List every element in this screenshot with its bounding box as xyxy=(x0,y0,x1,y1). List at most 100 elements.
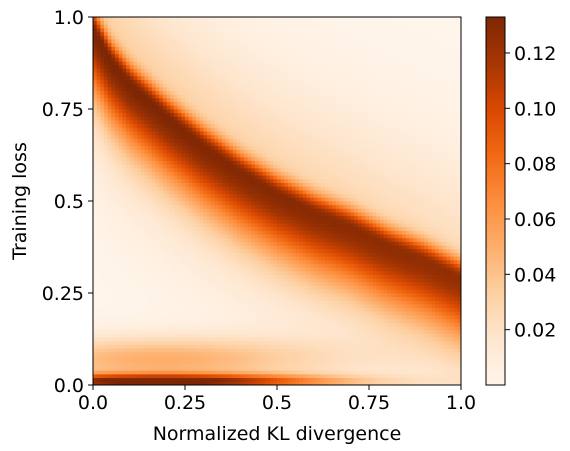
heatmap-cell xyxy=(173,72,179,77)
heatmap-cell xyxy=(203,267,208,272)
heatmap-cell xyxy=(273,355,278,360)
heatmap-cell xyxy=(207,362,212,367)
heatmap-cell xyxy=(236,149,241,154)
heatmap-cell xyxy=(225,370,230,375)
heatmap-cell xyxy=(207,322,212,327)
heatmap-cell xyxy=(192,204,197,209)
heatmap-cell xyxy=(229,131,234,136)
heatmap-cell xyxy=(225,318,230,323)
heatmap-cell xyxy=(210,197,215,202)
heatmap-cell xyxy=(232,35,237,40)
heatmap-cell xyxy=(129,182,134,187)
heatmap-cell xyxy=(159,186,164,191)
heatmap-cell xyxy=(118,315,123,320)
heatmap-cell xyxy=(236,24,241,29)
heatmap-cell xyxy=(218,61,223,66)
heatmap-cell xyxy=(173,193,179,198)
heatmap-cell xyxy=(177,53,182,58)
heatmap-cell xyxy=(254,318,259,323)
heatmap-cell xyxy=(122,300,127,305)
heatmap-cell xyxy=(229,226,234,231)
heatmap-cell xyxy=(258,90,263,95)
heatmap-cell xyxy=(192,112,197,117)
heatmap-cell xyxy=(155,351,160,356)
heatmap-cell xyxy=(221,212,226,217)
heatmap-cell xyxy=(181,153,186,158)
heatmap-cell xyxy=(162,318,167,323)
heatmap-cell xyxy=(207,281,212,287)
heatmap-cell xyxy=(133,311,138,316)
heatmap-cell xyxy=(240,223,245,228)
heatmap-cell xyxy=(199,377,204,382)
heatmap-cell xyxy=(207,28,212,33)
heatmap-cell xyxy=(273,189,278,195)
heatmap-cell xyxy=(126,300,131,305)
heatmap-cell xyxy=(207,53,212,58)
heatmap-cell xyxy=(225,270,230,275)
heatmap-cell xyxy=(166,101,171,106)
heatmap-cell xyxy=(258,285,263,290)
heatmap-cell xyxy=(93,178,98,183)
heatmap-cell xyxy=(229,105,234,110)
heatmap-cell xyxy=(265,359,271,364)
heatmap-cell xyxy=(181,259,186,264)
heatmap-cell xyxy=(207,348,212,353)
heatmap-cell xyxy=(258,61,263,66)
heatmap-cell xyxy=(232,274,237,279)
heatmap-cell xyxy=(265,230,271,235)
heatmap-cell xyxy=(188,109,193,114)
heatmap-cell xyxy=(251,149,256,154)
heatmap-cell xyxy=(144,362,149,367)
heatmap-cell xyxy=(258,270,263,275)
heatmap-cell xyxy=(181,289,186,294)
heatmap-cell xyxy=(96,307,101,312)
heatmap-cell xyxy=(162,377,167,382)
heatmap-cell xyxy=(199,293,204,298)
heatmap-cell xyxy=(170,197,175,202)
heatmap-cell xyxy=(192,101,197,106)
heatmap-cell xyxy=(262,377,267,382)
heatmap-cell xyxy=(166,46,171,51)
heatmap-cell xyxy=(221,175,226,180)
heatmap-cell xyxy=(129,370,134,375)
heatmap-cell xyxy=(229,219,234,224)
heatmap-cell xyxy=(111,337,116,342)
heatmap-cell xyxy=(177,182,182,187)
heatmap-cell xyxy=(269,337,274,342)
heatmap-cell xyxy=(170,351,175,356)
heatmap-cell xyxy=(229,267,234,272)
heatmap-cell xyxy=(269,142,274,147)
heatmap-cell xyxy=(203,377,208,382)
heatmap-cell xyxy=(126,381,131,386)
heatmap-cell xyxy=(144,164,149,169)
heatmap-cell xyxy=(166,237,171,242)
heatmap-cell xyxy=(140,278,145,283)
heatmap-cell xyxy=(126,234,131,239)
heatmap-cell xyxy=(229,263,234,268)
heatmap-cell xyxy=(170,68,175,73)
heatmap-cell xyxy=(214,171,219,176)
heatmap-cell xyxy=(162,35,167,40)
heatmap-cell xyxy=(199,131,204,136)
heatmap-cell xyxy=(258,259,263,264)
heatmap-cell xyxy=(133,219,138,224)
heatmap-cell xyxy=(118,186,123,191)
heatmap-cell xyxy=(155,75,160,80)
heatmap-cell xyxy=(96,83,101,88)
heatmap-cell xyxy=(170,281,175,287)
heatmap-cell xyxy=(155,61,160,66)
heatmap-cell xyxy=(96,248,101,253)
heatmap-cell xyxy=(273,285,278,290)
heatmap-cell xyxy=(122,94,127,99)
heatmap-cell xyxy=(137,337,142,342)
heatmap-cell xyxy=(232,245,237,250)
heatmap-cell xyxy=(177,344,182,349)
heatmap-cell xyxy=(118,281,123,287)
heatmap-cell xyxy=(129,186,134,191)
heatmap-cell xyxy=(137,142,142,147)
heatmap-cell xyxy=(100,153,105,158)
heatmap-cell xyxy=(155,127,160,132)
heatmap-cell xyxy=(196,304,201,309)
heatmap-cell xyxy=(225,171,230,176)
heatmap-cell xyxy=(269,215,274,220)
